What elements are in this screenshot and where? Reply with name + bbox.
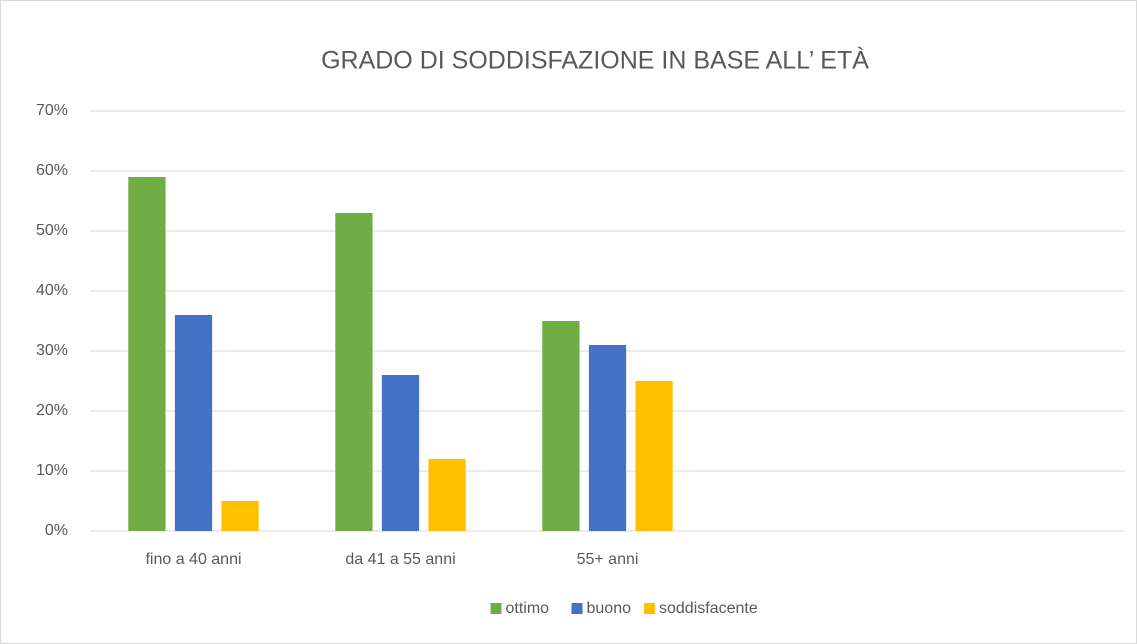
bar: [542, 321, 580, 531]
chart-title: GRADO DI SODDISFAZIONE IN BASE ALL’ ETÀ: [321, 46, 869, 75]
legend-swatch: [490, 603, 502, 614]
bar: [381, 375, 420, 531]
bar: [128, 177, 166, 531]
bar: [428, 459, 466, 531]
y-tick-label: 60%: [36, 162, 68, 179]
legend-label: soddisfacente: [659, 600, 758, 617]
y-tick-label: 10%: [36, 462, 68, 479]
legend-label: buono: [587, 600, 632, 617]
legend-swatch: [644, 603, 655, 614]
x-tick-label: fino a 40 anni: [145, 551, 241, 568]
legend-swatch: [571, 603, 583, 614]
legend-label: ottimo: [506, 600, 550, 617]
bar: [635, 381, 673, 531]
x-tick-label: da 41 a 55 anni: [345, 551, 455, 568]
y-tick-label: 0%: [45, 522, 68, 539]
bar: [174, 315, 213, 531]
y-tick-label: 50%: [36, 222, 68, 239]
y-tick-label: 30%: [36, 342, 68, 359]
y-tick-label: 20%: [36, 402, 68, 419]
bar: [335, 213, 373, 531]
bar: [221, 501, 259, 531]
x-tick-label: 55+ anni: [577, 551, 639, 568]
y-tick-label: 70%: [36, 102, 68, 119]
y-tick-label: 40%: [36, 282, 68, 299]
bar: [588, 345, 627, 531]
